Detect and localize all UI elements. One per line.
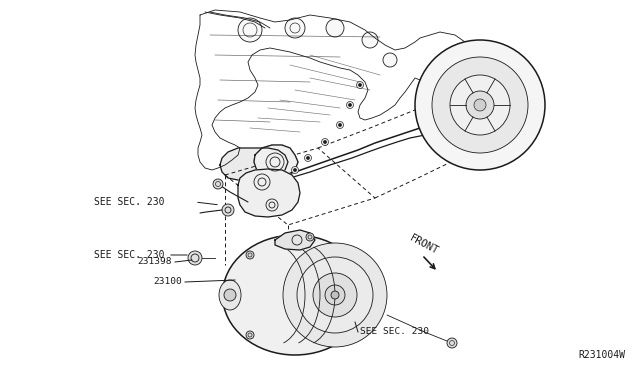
- Circle shape: [415, 40, 545, 170]
- Circle shape: [339, 124, 342, 126]
- Circle shape: [291, 167, 298, 173]
- Circle shape: [474, 99, 486, 111]
- Ellipse shape: [223, 235, 367, 355]
- Text: SEE SEC. 230: SEE SEC. 230: [95, 250, 165, 260]
- Circle shape: [306, 233, 314, 241]
- Text: SEE SEC. 230: SEE SEC. 230: [360, 327, 429, 337]
- Circle shape: [313, 273, 357, 317]
- Text: R231004W: R231004W: [578, 350, 625, 360]
- Circle shape: [222, 204, 234, 216]
- Circle shape: [224, 289, 236, 301]
- Circle shape: [238, 18, 262, 42]
- Circle shape: [383, 53, 397, 67]
- Circle shape: [326, 19, 344, 37]
- Circle shape: [447, 338, 457, 348]
- Circle shape: [432, 57, 528, 153]
- Circle shape: [325, 285, 345, 305]
- Circle shape: [246, 331, 254, 339]
- Circle shape: [331, 291, 339, 299]
- Circle shape: [356, 81, 364, 89]
- Circle shape: [362, 32, 378, 48]
- Circle shape: [346, 102, 353, 109]
- Circle shape: [285, 18, 305, 38]
- Circle shape: [450, 75, 510, 135]
- Circle shape: [188, 251, 202, 265]
- Text: 23100: 23100: [153, 278, 182, 286]
- Circle shape: [246, 251, 254, 259]
- Circle shape: [321, 138, 328, 145]
- Circle shape: [349, 103, 351, 106]
- Text: FRONT: FRONT: [408, 233, 440, 257]
- Circle shape: [294, 169, 296, 171]
- Circle shape: [358, 83, 362, 87]
- Text: SEE SEC. 230: SEE SEC. 230: [95, 197, 165, 207]
- Circle shape: [323, 141, 326, 144]
- Circle shape: [213, 179, 223, 189]
- Text: 231398: 231398: [138, 257, 172, 266]
- Circle shape: [337, 122, 344, 128]
- Circle shape: [297, 257, 373, 333]
- Ellipse shape: [219, 280, 241, 310]
- Polygon shape: [254, 145, 298, 178]
- Circle shape: [305, 154, 312, 161]
- Circle shape: [283, 243, 387, 347]
- Circle shape: [307, 157, 310, 160]
- Polygon shape: [220, 148, 288, 180]
- Polygon shape: [238, 169, 300, 217]
- Circle shape: [466, 91, 494, 119]
- Polygon shape: [275, 230, 315, 250]
